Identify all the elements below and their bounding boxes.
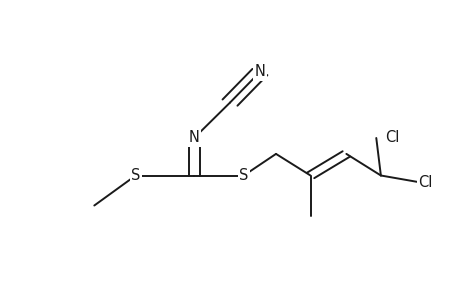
Text: S: S: [239, 168, 248, 183]
Text: S: S: [131, 168, 140, 183]
Text: Cl: Cl: [418, 175, 432, 190]
Text: Cl: Cl: [385, 130, 399, 146]
Text: N: N: [254, 64, 265, 80]
Text: N: N: [188, 130, 199, 146]
